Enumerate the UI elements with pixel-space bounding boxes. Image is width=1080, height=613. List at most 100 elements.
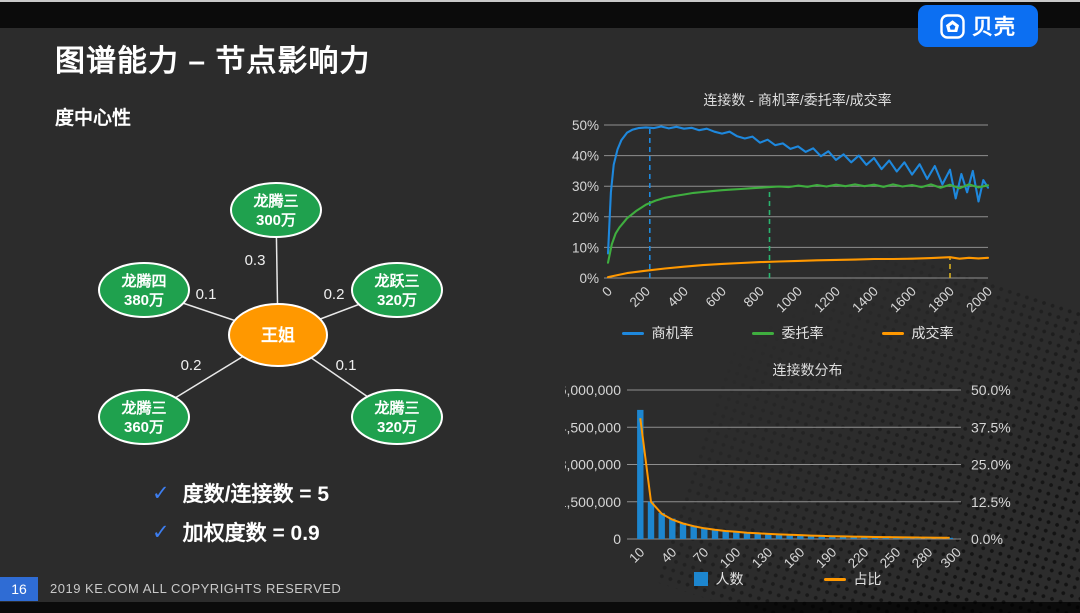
series-line-委托率 bbox=[606, 183, 990, 264]
x-axis-tick-label: 10 bbox=[626, 545, 647, 566]
beike-house-icon bbox=[940, 13, 965, 39]
bar bbox=[850, 536, 857, 539]
legend-item: 成交率 bbox=[881, 323, 954, 343]
bar bbox=[711, 529, 719, 539]
bar bbox=[743, 532, 751, 539]
legend-label: 成交率 bbox=[911, 325, 954, 341]
legend-item: 人数 bbox=[693, 569, 744, 589]
line-chart-legend: 商机率 委托率 成交率 bbox=[565, 323, 1010, 343]
graph-node-value: 320万 bbox=[377, 419, 417, 436]
slide-top-border bbox=[0, 0, 1080, 2]
distribution-bar-chart: 6,000,000 50.0% 4,500,000 37.5% 3,000,000 25.… bbox=[565, 382, 1011, 572]
edge-weight-label: 0.1 bbox=[196, 286, 217, 303]
bar bbox=[733, 531, 740, 539]
x-axis-tick-label: 160 bbox=[781, 545, 808, 572]
x-axis-tick-label: 70 bbox=[690, 545, 711, 566]
left-axis-tick-label: 4,500,000 bbox=[565, 419, 621, 435]
graph-node-value: 360万 bbox=[124, 419, 164, 436]
legend-dash-swatch bbox=[823, 577, 846, 581]
graph-node-value: 320万 bbox=[377, 292, 417, 309]
y-axis-tick-label: 30% bbox=[572, 179, 599, 194]
x-axis-tick-label: 2000 bbox=[963, 284, 995, 316]
bar bbox=[786, 535, 793, 539]
copyright-text: 2019 KE.COM ALL COPYRIGHTS RESERVED bbox=[50, 581, 342, 596]
bar-chart-legend: 人数 占比 bbox=[565, 569, 1010, 589]
legend-item: 委托率 bbox=[751, 323, 824, 343]
degree-centrality-graph: 龙腾三 300万 0.3 龙腾四 380万 0.1 龙跃三 320万 0.2 龙腾三 360万 0.2… bbox=[98, 182, 443, 445]
left-axis-tick-label: 1,500,000 bbox=[565, 494, 621, 510]
graph-node bbox=[351, 389, 443, 445]
legend-item: 商机率 bbox=[621, 323, 694, 343]
bar bbox=[679, 522, 687, 539]
right-axis-tick-label: 25.0% bbox=[971, 457, 1011, 473]
page-number-badge: 16 bbox=[0, 577, 38, 601]
bullet-weighted-degree-text: 加权度数 = 0.9 bbox=[182, 522, 320, 545]
graph-node-name: 龙腾四 bbox=[120, 272, 166, 290]
legend-label: 委托率 bbox=[781, 325, 824, 341]
x-axis-tick-label: 190 bbox=[813, 545, 840, 572]
x-axis-tick-label: 300 bbox=[938, 545, 965, 572]
x-axis-tick-label: 280 bbox=[909, 545, 936, 572]
x-axis-tick-label: 220 bbox=[845, 545, 872, 572]
check-icon: ✓ bbox=[152, 520, 170, 544]
graph-node-name: 龙腾三 bbox=[120, 399, 166, 417]
bar bbox=[861, 536, 868, 539]
x-axis-tick-label: 600 bbox=[703, 284, 730, 311]
bar bbox=[701, 527, 708, 539]
x-axis-tick-label: 200 bbox=[627, 284, 654, 311]
graph-node bbox=[230, 182, 322, 238]
right-axis-tick-label: 50.0% bbox=[971, 382, 1011, 398]
legend-dash-swatch bbox=[881, 331, 904, 335]
x-axis-tick-label: 250 bbox=[877, 545, 904, 572]
bar bbox=[690, 525, 697, 539]
section-subtitle: 度中心性 bbox=[55, 108, 132, 129]
bullet-list: ✓ 度数/连接数 = 5 ✓ 加权度数 = 0.9 bbox=[152, 478, 329, 547]
graph-node bbox=[98, 389, 190, 445]
x-axis-tick-label: 1400 bbox=[849, 284, 881, 316]
edge-weight-label: 0.3 bbox=[245, 252, 266, 269]
graph-center-label: 王姐 bbox=[261, 325, 295, 345]
beike-logo: 贝壳 bbox=[918, 5, 1038, 47]
bar bbox=[807, 535, 815, 539]
legend-item: 占比 bbox=[823, 569, 882, 589]
x-axis-tick-label: 1600 bbox=[887, 284, 919, 316]
beike-logo-text: 贝壳 bbox=[972, 16, 1016, 39]
x-axis-tick-label: 100 bbox=[717, 545, 744, 572]
bar bbox=[669, 518, 676, 539]
series-line-占比 bbox=[639, 418, 950, 539]
graph-node-name: 龙腾三 bbox=[373, 399, 419, 417]
edge-weight-label: 0.2 bbox=[181, 357, 202, 374]
series-line-商机率 bbox=[606, 125, 990, 255]
check-icon: ✓ bbox=[152, 481, 170, 505]
graph-node-name: 龙跃三 bbox=[373, 272, 419, 290]
left-axis-tick-label: 0 bbox=[613, 531, 621, 547]
slide-top-strip bbox=[0, 2, 1080, 28]
bar bbox=[722, 530, 729, 539]
graph-node-value: 380万 bbox=[124, 292, 164, 309]
legend-dash-swatch bbox=[621, 331, 644, 335]
x-axis-tick-label: 800 bbox=[741, 284, 768, 311]
line-chart-title: 连接数 - 商机率/委托率/成交率 bbox=[703, 92, 892, 108]
bar bbox=[818, 536, 825, 539]
right-axis-tick-label: 0.0% bbox=[971, 531, 1003, 547]
slide-bottom-strip bbox=[0, 602, 1080, 613]
y-axis-tick-label: 40% bbox=[572, 149, 599, 164]
x-axis-tick-label: 130 bbox=[749, 545, 776, 572]
bar bbox=[829, 536, 836, 539]
x-axis-tick-label: 40 bbox=[658, 545, 679, 566]
x-axis-tick-label: 1200 bbox=[811, 284, 843, 316]
rates-line-chart: 0% 10% 20% 30% 40% 50% 0 200 400 600 800 1000 1200 14… bbox=[572, 118, 995, 316]
x-axis-tick-label: 1000 bbox=[773, 284, 805, 316]
bar bbox=[775, 534, 783, 539]
legend-dash-swatch bbox=[751, 331, 774, 335]
bar-chart-title: 连接数分布 bbox=[772, 362, 843, 378]
bar bbox=[658, 512, 665, 539]
bar bbox=[946, 537, 953, 539]
left-axis-tick-label: 6,000,000 bbox=[565, 382, 621, 398]
bar bbox=[797, 535, 804, 539]
right-axis-tick-label: 12.5% bbox=[971, 494, 1011, 510]
bar bbox=[839, 536, 847, 539]
graph-center-node bbox=[228, 303, 328, 367]
x-axis-tick-label: 1800 bbox=[925, 284, 957, 316]
